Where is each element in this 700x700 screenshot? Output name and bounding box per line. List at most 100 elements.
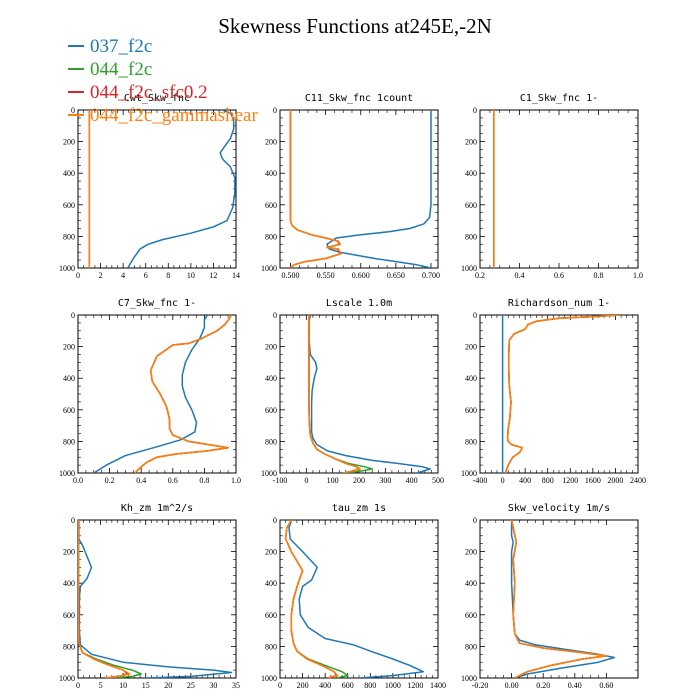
x-tick-label: 0 <box>501 476 505 485</box>
x-tick-label: 0.8 <box>594 271 604 280</box>
x-tick-label: -400 <box>473 476 488 485</box>
series-line-044_f2c_gammashear <box>78 520 131 678</box>
x-tick-label: 30 <box>209 681 217 690</box>
x-tick-label: 400 <box>319 681 331 690</box>
y-tick-label: 200 <box>63 343 75 352</box>
x-tick-label: 15 <box>142 681 150 690</box>
x-tick-label: 400 <box>406 476 418 485</box>
panel-9: Skw_velocity 1m/s -0.20 0.00 0.20 0.40 0.60 0 2… <box>461 503 639 690</box>
panel-title: Cwt_Skw_fnc <box>124 93 190 104</box>
y-tick-label: 800 <box>63 437 75 446</box>
series-line-037_f2c <box>510 520 616 678</box>
x-tick-label: 0.600 <box>352 271 370 280</box>
x-tick-label: 14 <box>232 271 240 280</box>
x-tick-label: 300 <box>379 476 391 485</box>
x-tick-label: 12 <box>209 271 217 280</box>
y-tick-label: 1000 <box>59 674 75 683</box>
x-tick-label: 6 <box>144 271 148 280</box>
y-tick-label: 800 <box>63 642 75 651</box>
y-tick-label: 1000 <box>461 469 477 478</box>
panel-title: C7_Skw_fnc 1- <box>118 298 196 309</box>
x-tick-label: -0.20 <box>472 681 489 690</box>
x-tick-label: 20 <box>164 681 172 690</box>
panel-4: C7_Skw_fnc 1- 0.0 0.2 0.4 0.6 0.8 1.0 0 200 400 60… <box>59 298 241 485</box>
plot-frame <box>279 519 439 679</box>
y-tick-label: 600 <box>465 611 477 620</box>
x-tick-label: 1000 <box>385 681 401 690</box>
legend: 037_f2c044_f2c044_f2c_sfc0.2044_f2c_gamm… <box>68 36 258 126</box>
x-tick-label: 0.700 <box>422 271 440 280</box>
y-tick-label: 0 <box>71 106 75 115</box>
panel-8: tau_zm 1s 0 200 400 600 800 1000 1200 1400 0 200 40… <box>261 503 446 690</box>
x-tick-label: 800 <box>364 681 376 690</box>
x-tick-label: 2 <box>99 271 103 280</box>
y-tick-label: 600 <box>63 201 75 210</box>
x-tick-label: 0 <box>304 476 308 485</box>
y-tick-label: 800 <box>465 437 477 446</box>
x-tick-label: 10 <box>119 681 127 690</box>
y-tick-label: 800 <box>63 232 75 241</box>
series-line-044_f2c <box>289 110 342 268</box>
x-tick-label: 200 <box>353 476 365 485</box>
series-line-044_f2c_sfc0.2 <box>289 110 342 268</box>
series-line-044_f2c_gammashear <box>308 315 362 473</box>
series-line-044_f2c_gammashear <box>510 520 608 678</box>
y-tick-label: 400 <box>465 579 477 588</box>
series-line-037_f2c <box>78 520 233 678</box>
y-tick-label: 800 <box>465 232 477 241</box>
y-tick-label: 600 <box>465 406 477 415</box>
panel-title: C11_Skw_fnc 1count <box>305 93 413 104</box>
x-tick-label: 1600 <box>585 476 601 485</box>
series-line-044_f2c <box>78 520 142 678</box>
panel-2: C11_Skw_fnc 1count 0.500 0.550 0.600 0.650 0.… <box>261 93 440 280</box>
y-tick-label: 400 <box>63 579 75 588</box>
plot-frame <box>77 314 237 474</box>
series-line-044_f2c_gammashear <box>284 520 339 678</box>
y-tick-label: 0 <box>71 516 75 525</box>
legend-label: 044_f2c_gammashear <box>90 105 258 126</box>
figure-title: Skewness Functions at245E,-2N <box>218 14 492 38</box>
x-tick-label: 0.2 <box>105 476 115 485</box>
panel-title: Kh_zm 1m^2/s <box>121 503 193 514</box>
x-tick-label: 200 <box>297 681 309 690</box>
legend-label: 044_f2c <box>90 59 152 80</box>
series-line-044_f2c <box>504 315 622 473</box>
y-tick-label: 1000 <box>261 264 277 273</box>
panel-title: Lscale 1.0m <box>326 298 392 309</box>
x-tick-label: 500 <box>432 476 444 485</box>
x-tick-label: 400 <box>519 476 531 485</box>
panel-title: Skw_velocity 1m/s <box>508 503 610 514</box>
y-tick-label: 200 <box>465 343 477 352</box>
y-tick-label: 600 <box>265 406 277 415</box>
panel-6: Richardson_num 1--400 0 400 800 1200 1600 2000… <box>461 298 646 485</box>
x-tick-label: 0.40 <box>568 681 582 690</box>
y-tick-label: 600 <box>265 611 277 620</box>
x-tick-label: 0 <box>76 681 80 690</box>
y-tick-label: 400 <box>63 374 75 383</box>
x-tick-label: 10 <box>187 271 195 280</box>
y-tick-label: 600 <box>465 201 477 210</box>
panel-3: C1_Skw_fnc 1- 0.2 0.4 0.6 0.8 1.0 0 200 400 600 80… <box>461 93 643 280</box>
y-tick-label: 1000 <box>461 674 477 683</box>
series-line-037_f2c <box>326 110 432 268</box>
y-tick-label: 600 <box>265 201 277 210</box>
y-tick-label: 0 <box>273 516 277 525</box>
x-tick-label: 2000 <box>607 476 623 485</box>
panel-7: Kh_zm 1m^2/s 0 5 10 15 20 25 30 35 0 200 400 600 800 1… <box>59 503 240 690</box>
x-tick-label: 4 <box>121 271 125 280</box>
x-tick-label: 0.6 <box>168 476 178 485</box>
x-tick-label: 0.550 <box>317 271 335 280</box>
y-tick-label: 200 <box>63 138 75 147</box>
y-tick-label: 400 <box>265 169 277 178</box>
series-line-044_f2c <box>308 315 373 473</box>
y-tick-label: 600 <box>63 611 75 620</box>
y-tick-label: 0 <box>473 106 477 115</box>
y-tick-label: 400 <box>265 374 277 383</box>
x-tick-label: 0 <box>76 271 80 280</box>
y-tick-label: 0 <box>71 311 75 320</box>
y-tick-label: 800 <box>265 642 277 651</box>
x-tick-label: 1200 <box>407 681 423 690</box>
y-tick-label: 800 <box>265 232 277 241</box>
